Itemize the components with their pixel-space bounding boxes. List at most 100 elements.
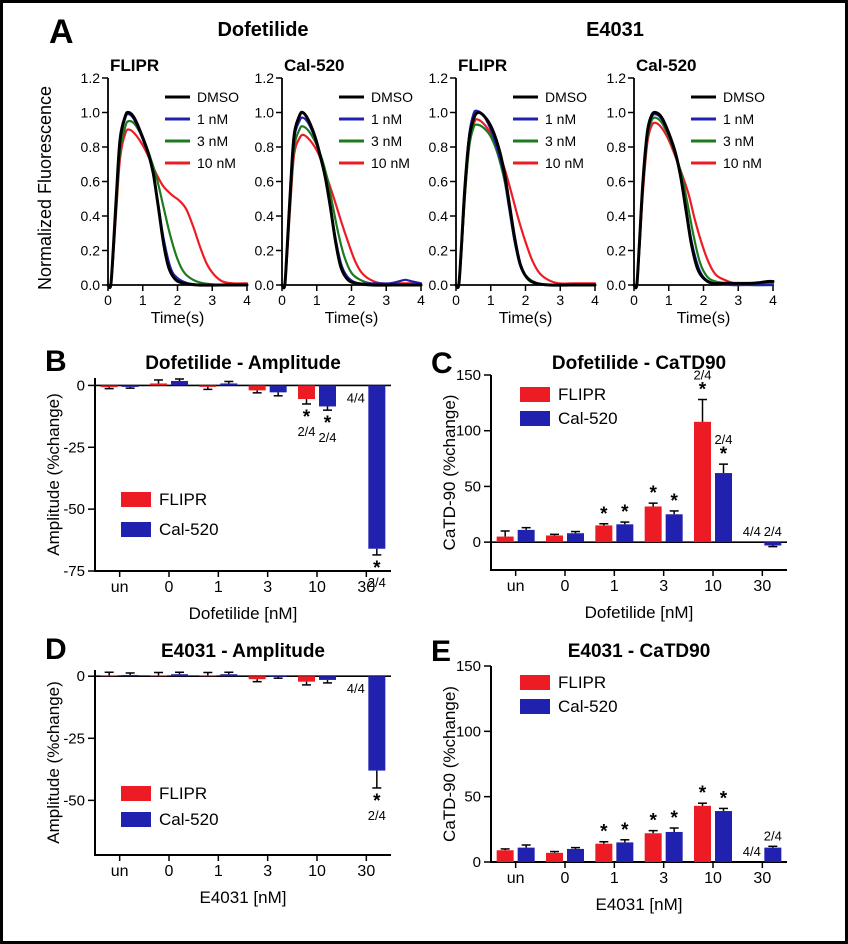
bar <box>764 847 782 862</box>
svg-text:*: * <box>621 502 629 523</box>
svg-text:*: * <box>720 444 728 465</box>
svg-text:30: 30 <box>753 870 771 887</box>
svg-text:CaTD-90 (%change): CaTD-90 (%change) <box>440 686 459 842</box>
svg-text:3 nM: 3 nM <box>197 133 228 149</box>
svg-text:1.2: 1.2 <box>81 70 101 86</box>
svg-text:0: 0 <box>165 863 174 880</box>
svg-text:un: un <box>111 863 129 880</box>
svg-text:2/4: 2/4 <box>764 524 782 539</box>
svg-text:0.4: 0.4 <box>429 208 449 224</box>
bar-chart-svg: E4031 - Amplitude Amplitude (%change) E403… <box>44 641 391 907</box>
svg-text:-25: -25 <box>63 439 85 456</box>
svg-text:30: 30 <box>357 863 375 880</box>
bar <box>199 675 217 677</box>
svg-text:0.4: 0.4 <box>607 208 627 224</box>
bar <box>665 514 683 543</box>
bar <box>298 385 315 400</box>
svg-text:0: 0 <box>452 292 460 308</box>
axis-frame <box>94 670 391 856</box>
line-chart-svg: 0.0 0.2 0.4 0.6 0.8 1.0 1.2 0 1 2 3 4 Time(s) Cal-520… <box>607 56 778 327</box>
svg-text:FLIPR: FLIPR <box>159 784 207 803</box>
svg-text:2/4: 2/4 <box>368 808 386 823</box>
bar <box>319 385 336 407</box>
svg-text:-50: -50 <box>63 792 85 809</box>
chart-e4031-amplitude: E4031 - Amplitude Amplitude (%change) E403… <box>17 633 437 933</box>
svg-text:-75: -75 <box>63 563 85 580</box>
bar <box>546 535 563 543</box>
svg-text:2: 2 <box>522 292 530 308</box>
bar <box>616 524 634 543</box>
axis-frame <box>107 78 247 286</box>
svg-text:0.2: 0.2 <box>607 243 627 259</box>
legend: DMSO 1 nM 3 nM 10 nM <box>339 89 413 171</box>
trace-dmso <box>280 110 423 290</box>
line-chart-svg: 0.0 0.2 0.4 0.6 0.8 1.0 1.2 0 1 2 3 4 Time(s) FLIPR DM… <box>429 56 600 327</box>
svg-text:1 nM: 1 nM <box>723 111 754 127</box>
chart-dofetilide-flipr-traces: 0.0 0.2 0.4 0.6 0.8 1.0 1.2 0 1 2 3 4 Time(s) FLIPR DM… <box>70 55 260 330</box>
svg-text:1 nM: 1 nM <box>197 111 228 127</box>
svg-text:1.0: 1.0 <box>607 105 627 121</box>
chart-dofetilide-amplitude: Dofetilide - Amplitude Amplitude (%change… <box>17 345 437 645</box>
svg-text:Cal-520: Cal-520 <box>284 56 344 75</box>
svg-text:FLIPR: FLIPR <box>558 673 606 692</box>
svg-text:Time(s): Time(s) <box>151 310 205 327</box>
bar <box>546 852 563 862</box>
bar <box>616 842 634 862</box>
legend: FLIPR Cal-520 <box>121 490 219 539</box>
svg-text:2/4: 2/4 <box>318 430 336 445</box>
svg-text:*: * <box>720 788 728 809</box>
svg-text:0.0: 0.0 <box>429 277 449 293</box>
bar-chart-svg: Dofetilide - Amplitude Amplitude (%change… <box>44 353 391 623</box>
svg-text:10: 10 <box>704 578 722 595</box>
legend: FLIPR Cal-520 <box>520 385 618 428</box>
trace-dmso <box>454 111 597 290</box>
svg-text:2: 2 <box>348 292 356 308</box>
trace-series <box>106 110 249 290</box>
svg-text:3 nM: 3 nM <box>371 133 402 149</box>
svg-text:0: 0 <box>561 870 570 887</box>
svg-text:1.2: 1.2 <box>607 70 627 86</box>
line-chart-svg: 0.0 0.2 0.4 0.6 0.8 1.0 1.2 0 1 2 3 4 Time(s) FLIPR DM… <box>81 56 252 327</box>
svg-text:3: 3 <box>556 292 564 308</box>
svg-text:0: 0 <box>165 579 174 596</box>
bar <box>595 525 613 543</box>
svg-text:3 nM: 3 nM <box>545 133 576 149</box>
svg-text:un: un <box>111 579 129 596</box>
svg-text:0.2: 0.2 <box>429 243 449 259</box>
svg-text:3 nM: 3 nM <box>723 133 754 149</box>
trace-dmso <box>106 110 249 290</box>
svg-text:Cal-520: Cal-520 <box>636 56 696 75</box>
bar <box>269 385 287 393</box>
svg-text:1: 1 <box>214 579 223 596</box>
svg-text:10 nM: 10 nM <box>197 155 236 171</box>
bar <box>171 380 188 386</box>
legend: DMSO 1 nM 3 nM 10 nM <box>513 89 587 171</box>
svg-text:0: 0 <box>104 292 112 308</box>
svg-text:Cal-520: Cal-520 <box>558 697 618 716</box>
svg-text:0: 0 <box>77 668 85 685</box>
panel-letter-b: B <box>45 345 67 378</box>
svg-text:0: 0 <box>278 292 286 308</box>
svg-text:1: 1 <box>487 292 495 308</box>
svg-text:E4031 - Amplitude: E4031 - Amplitude <box>161 641 325 662</box>
bar <box>567 533 584 543</box>
svg-text:0: 0 <box>561 578 570 595</box>
svg-text:1.0: 1.0 <box>429 105 449 121</box>
bars-flipr: ***2/44/4 <box>496 368 761 543</box>
bar <box>269 676 287 677</box>
svg-text:1.2: 1.2 <box>255 70 275 86</box>
svg-text:*: * <box>699 380 707 401</box>
axis-frame <box>633 78 773 286</box>
bars-flipr: 4/4 <box>100 671 365 696</box>
bars-cal-520: ***2/42/4 <box>517 432 782 548</box>
bar <box>248 385 266 391</box>
bar <box>100 675 118 677</box>
svg-text:0.8: 0.8 <box>81 139 101 155</box>
svg-text:3: 3 <box>208 292 216 308</box>
bar <box>100 385 118 388</box>
svg-text:3: 3 <box>263 579 272 596</box>
svg-text:Dofetilide - Amplitude: Dofetilide - Amplitude <box>145 353 341 374</box>
svg-text:2/4: 2/4 <box>764 828 782 843</box>
svg-text:10 nM: 10 nM <box>545 155 584 171</box>
